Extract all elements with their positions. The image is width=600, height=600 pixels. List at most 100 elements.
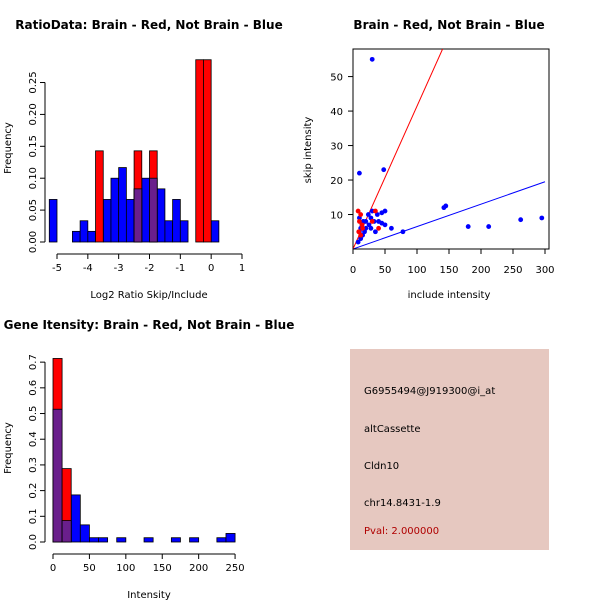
scatter-point-not-brain (400, 229, 406, 235)
x-tick-label: 300 (535, 265, 554, 276)
histogram-bar-brain (203, 59, 212, 243)
x-tick-label: 250 (503, 265, 522, 276)
scatter-point-not-brain (518, 217, 524, 223)
y-tick-label: 40 (330, 107, 343, 118)
x-tick-label: 150 (153, 563, 172, 574)
scatter-point-brain (369, 219, 375, 224)
histogram-bar-not-brain (216, 537, 227, 543)
probe-id: G6955494@J919300@i_at (364, 386, 496, 397)
gene-histogram-xlabel: Intensity (127, 590, 171, 600)
histogram-bar-not-brain (87, 230, 96, 243)
scatter-point-not-brain (465, 224, 471, 229)
scatter-point-not-brain (539, 215, 545, 221)
gene-histogram-title: Gene Itensity: Brain - Red, Not Brain - … (4, 318, 295, 332)
scatter-point-not-brain (381, 167, 387, 173)
regression-line-blue (353, 181, 546, 249)
scatter-point-brain (358, 212, 364, 217)
scatter-title: Brain - Red, Not Brain - Blue (353, 18, 544, 32)
y-tick-label: 0.6 (28, 380, 39, 396)
histogram-bar-not-brain (70, 494, 81, 543)
scatter-point-not-brain (365, 212, 371, 217)
x-tick-label: -3 (114, 263, 124, 274)
scatter-point-not-brain (382, 208, 388, 214)
histogram-bar-overlap (149, 177, 158, 243)
histogram-bar-not-brain (110, 177, 120, 243)
scatter-ylabel: skip intensity (303, 117, 314, 184)
x-tick-label: 0 (350, 265, 356, 276)
histogram-bar-not-brain (116, 537, 127, 543)
x-tick-label: -1 (175, 263, 185, 274)
histogram-bar-not-brain (98, 537, 109, 543)
histogram-bar-not-brain (125, 199, 135, 243)
ratio-histogram-xlabel: Log2 Ratio Skip/Include (90, 290, 207, 301)
y-tick-label: 20 (330, 176, 343, 187)
gene-histogram-ylabel: Frequency (3, 422, 14, 474)
y-tick-label: 0.1 (28, 508, 39, 524)
histogram-bar-not-brain (89, 537, 99, 543)
y-tick-label: 30 (330, 142, 343, 153)
ratio-histogram: RatioData: Brain - Red, Not Brain - Blue… (3, 18, 283, 301)
histogram-bar-not-brain (225, 533, 236, 543)
histogram-bar-not-brain (48, 199, 58, 243)
histogram-bar-not-brain (189, 537, 200, 543)
histogram-bar-not-brain (79, 220, 89, 243)
genomic-location: chr14.8431-1.9 (364, 498, 441, 509)
intensity-scatter: Brain - Red, Not Brain - Blue include in… (303, 18, 555, 301)
scatter-point-brain (358, 232, 364, 238)
histogram-bar-not-brain (172, 199, 181, 243)
x-tick-label: 250 (226, 563, 245, 574)
histogram-bar-brain (195, 59, 204, 243)
scatter-point-brain (376, 225, 381, 231)
histogram-bar-brain (95, 150, 104, 243)
y-tick-label: 0.20 (28, 103, 39, 125)
scatter-xlabel: include intensity (408, 290, 491, 301)
p-value: Pval: 2.000000 (364, 526, 440, 537)
y-tick-label: 0.3 (28, 457, 39, 473)
histogram-bar-not-brain (102, 199, 112, 243)
y-tick-label: 0.15 (28, 135, 39, 157)
histogram-bar-not-brain (72, 230, 81, 243)
x-tick-label: 1 (239, 263, 245, 274)
x-tick-label: -5 (52, 263, 62, 274)
scatter-point-brain (355, 208, 361, 214)
x-tick-label: 150 (439, 265, 458, 276)
scatter-point-not-brain (369, 56, 375, 62)
scatter-point-brain (373, 208, 378, 214)
x-tick-label: 100 (116, 563, 135, 574)
histogram-bar-not-brain (170, 537, 181, 543)
x-tick-label: -2 (145, 263, 155, 274)
y-tick-label: 0.25 (28, 71, 39, 93)
x-tick-label: 100 (407, 265, 426, 276)
scatter-point-not-brain (355, 239, 361, 245)
histogram-bar-not-brain (143, 537, 154, 543)
scatter-point-brain (357, 219, 362, 224)
scatter-point-not-brain (363, 219, 369, 224)
ratio-histogram-ylabel: Frequency (3, 122, 14, 174)
y-tick-label: 0.05 (28, 199, 39, 221)
scatter-point-not-brain (382, 222, 388, 228)
x-tick-label: 200 (189, 563, 208, 574)
histogram-bar-not-brain (141, 177, 150, 243)
x-tick-label: -4 (83, 263, 93, 274)
histogram-bar-not-brain (179, 220, 189, 243)
info-panel: G6955494@J919300@i_at altCassette Cldn10… (350, 349, 549, 550)
histogram-bar-overlap (133, 188, 143, 243)
scatter-point-not-brain (357, 170, 362, 176)
histogram-bar-not-brain (210, 220, 220, 243)
histogram-bar-not-brain (79, 524, 90, 543)
y-tick-label: 0.7 (28, 354, 39, 370)
scatter-point-not-brain (389, 225, 394, 231)
y-tick-label: 0.0 (28, 534, 39, 550)
y-tick-label: 0.10 (28, 167, 39, 189)
scatter-point-brain (360, 225, 365, 231)
histogram-bar-not-brain (118, 167, 127, 243)
ratio-histogram-title: RatioData: Brain - Red, Not Brain - Blue (15, 18, 282, 32)
histogram-bar-not-brain (156, 188, 166, 243)
y-tick-label: 50 (330, 73, 343, 84)
y-tick-label: 0.4 (28, 431, 39, 447)
scatter-point-not-brain (373, 229, 378, 235)
scatter-point-not-brain (368, 225, 374, 231)
x-tick-label: 50 (83, 563, 96, 574)
x-tick-label: 0 (208, 263, 214, 274)
